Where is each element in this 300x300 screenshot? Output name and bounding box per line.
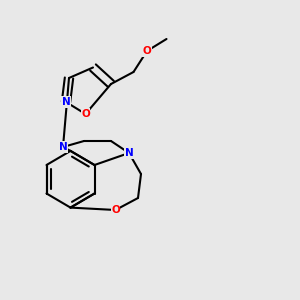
Text: N: N [58, 142, 68, 152]
Text: N: N [61, 97, 70, 107]
Text: O: O [142, 46, 152, 56]
Text: O: O [81, 109, 90, 119]
Text: O: O [111, 205, 120, 215]
Text: N: N [124, 148, 134, 158]
